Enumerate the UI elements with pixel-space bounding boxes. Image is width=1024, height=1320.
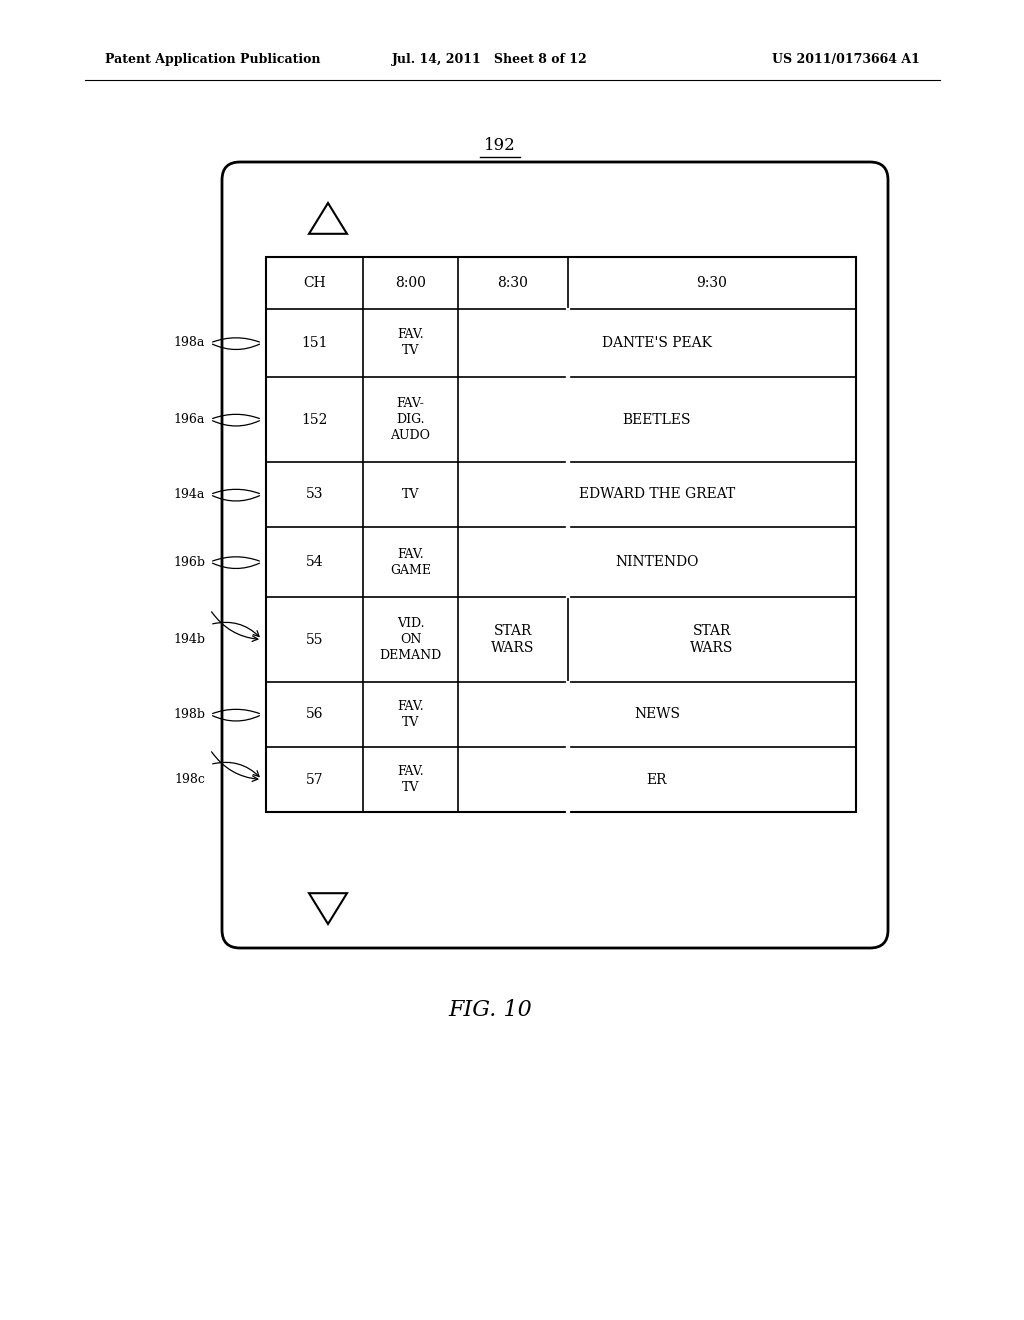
Text: 196b: 196b — [173, 556, 205, 569]
Text: FAV-
DIG.
AUDO: FAV- DIG. AUDO — [390, 397, 430, 442]
Text: 198a: 198a — [174, 337, 205, 350]
Text: BEETLES: BEETLES — [623, 412, 691, 426]
Text: 192: 192 — [484, 136, 516, 153]
Text: NINTENDO: NINTENDO — [615, 554, 698, 569]
Text: DANTE'S PEAK: DANTE'S PEAK — [602, 337, 712, 350]
Text: TV: TV — [401, 488, 419, 502]
Text: US 2011/0173664 A1: US 2011/0173664 A1 — [772, 54, 920, 66]
Text: 198b: 198b — [173, 708, 205, 721]
Text: FAV.
TV: FAV. TV — [397, 700, 424, 729]
Text: FIG. 10: FIG. 10 — [449, 999, 531, 1020]
Text: 8:00: 8:00 — [395, 276, 426, 290]
Text: CH: CH — [303, 276, 326, 290]
Text: 194a: 194a — [174, 488, 205, 502]
Text: 196a: 196a — [174, 413, 205, 426]
Text: 56: 56 — [306, 708, 324, 722]
Text: 151: 151 — [301, 337, 328, 350]
Text: 53: 53 — [306, 487, 324, 502]
Text: FAV.
TV: FAV. TV — [397, 766, 424, 795]
Text: 9:30: 9:30 — [696, 276, 727, 290]
Text: STAR
WARS: STAR WARS — [492, 624, 535, 655]
Text: VID.
ON
DEMAND: VID. ON DEMAND — [379, 616, 441, 663]
FancyBboxPatch shape — [222, 162, 888, 948]
Text: ER: ER — [647, 772, 668, 787]
Text: 152: 152 — [301, 412, 328, 426]
Text: 57: 57 — [306, 772, 324, 787]
Text: FAV.
TV: FAV. TV — [397, 329, 424, 358]
Text: 55: 55 — [306, 632, 324, 647]
Polygon shape — [309, 203, 347, 234]
Text: Patent Application Publication: Patent Application Publication — [105, 54, 321, 66]
Text: 198c: 198c — [174, 774, 205, 785]
Text: 54: 54 — [306, 554, 324, 569]
Text: 8:30: 8:30 — [498, 276, 528, 290]
Polygon shape — [309, 894, 347, 924]
Text: NEWS: NEWS — [634, 708, 680, 722]
Text: FAV.
GAME: FAV. GAME — [390, 548, 431, 577]
Bar — [266, 257, 856, 812]
Text: 194b: 194b — [173, 634, 205, 645]
Text: EDWARD THE GREAT: EDWARD THE GREAT — [579, 487, 735, 502]
Text: STAR
WARS: STAR WARS — [690, 624, 733, 655]
Text: Jul. 14, 2011   Sheet 8 of 12: Jul. 14, 2011 Sheet 8 of 12 — [392, 54, 588, 66]
